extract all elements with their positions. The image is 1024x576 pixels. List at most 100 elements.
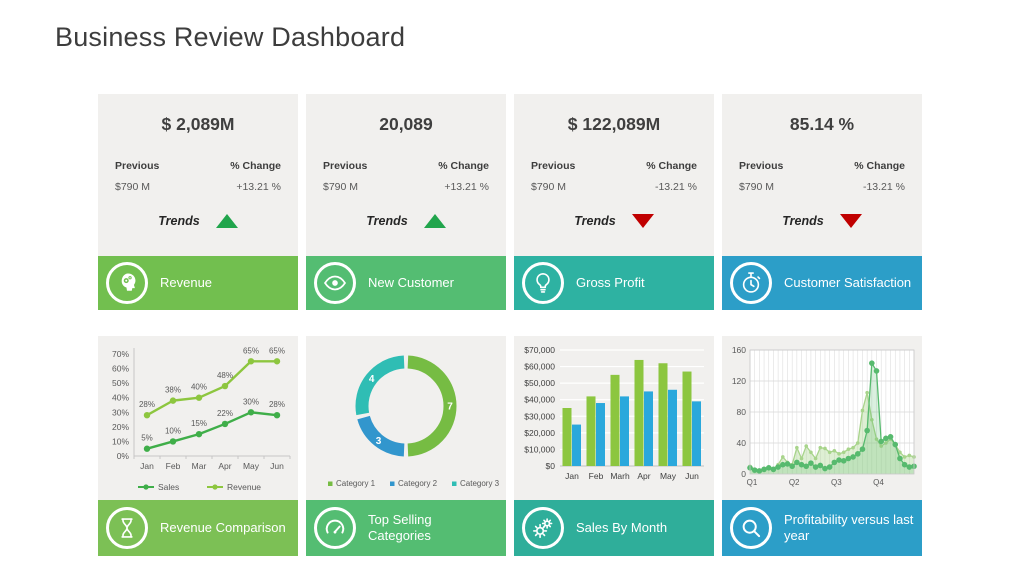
svg-text:Q1: Q1 xyxy=(747,478,758,487)
svg-text:10%: 10% xyxy=(112,436,129,446)
sales-by-month-chart: $0 $10,000 $20,000 $30,000 $40,000 $50,000 $60… xyxy=(524,345,704,481)
chart-card-profitability: 0 40 80 120 160 Q1 Q2 Q3 Q4 Profitability versus… xyxy=(722,336,922,556)
kpi-row: $ 2,089M Previous $790 M % Change +13.21… xyxy=(98,94,922,310)
previous-value: $790 M xyxy=(115,181,151,193)
svg-text:22%: 22% xyxy=(217,409,233,418)
kpi-footer-new-customer: New Customer xyxy=(306,256,506,310)
svg-text:65%: 65% xyxy=(243,346,259,355)
chart-footer-label: Revenue Comparison xyxy=(160,519,286,535)
change-value: +13.21 % xyxy=(236,181,281,193)
svg-text:0%: 0% xyxy=(117,451,130,461)
kpi-footer-revenue: Revenue xyxy=(98,256,298,310)
kpi-body: $ 122,089M Previous $790 M % Change -13.… xyxy=(514,94,714,256)
svg-text:65%: 65% xyxy=(269,346,285,355)
svg-text:$10,000: $10,000 xyxy=(524,444,555,454)
kpi-card-new-customer: 20,089 Previous $790 M % Change +13.21 %… xyxy=(306,94,506,310)
chart-footer-profitability: Profitability versus last year xyxy=(722,500,922,556)
previous-label: Previous xyxy=(115,160,160,172)
change-value: +13.21 % xyxy=(444,181,489,193)
svg-text:38%: 38% xyxy=(165,386,181,395)
profitability-chart: 0 40 80 120 160 Q1 Q2 Q3 Q4 xyxy=(732,345,917,487)
chart-footer-revenue-comparison: Revenue Comparison xyxy=(98,500,298,556)
svg-text:Jun: Jun xyxy=(685,471,699,481)
svg-text:$30,000: $30,000 xyxy=(524,411,555,421)
kpi-footer-label: Gross Profit xyxy=(576,274,645,290)
kpi-card-gross-profit: $ 122,089M Previous $790 M % Change -13.… xyxy=(514,94,714,310)
kpi-value: 20,089 xyxy=(379,114,433,134)
svg-text:3: 3 xyxy=(376,436,382,447)
svg-text:30%: 30% xyxy=(243,397,259,406)
chart-card-revenue-comparison: 0% 10% 20% 30% 40% 50% 60% 70% Jan Feb Mar Apr May Ju… xyxy=(98,336,298,556)
previous-value: $790 M xyxy=(739,181,775,193)
svg-text:Category 2: Category 2 xyxy=(398,479,438,488)
kpi-footer-label: Revenue xyxy=(160,274,213,290)
svg-text:$50,000: $50,000 xyxy=(524,378,555,388)
svg-text:4: 4 xyxy=(369,374,375,385)
change-label: % Change xyxy=(854,160,905,172)
svg-text:$70,000: $70,000 xyxy=(524,345,555,355)
svg-text:0: 0 xyxy=(741,469,746,479)
svg-text:May: May xyxy=(243,461,260,471)
trends-label: Trends xyxy=(574,214,616,228)
eye-icon xyxy=(314,262,356,304)
svg-text:$0: $0 xyxy=(546,461,556,471)
chart-footer-label: Profitability versus last year xyxy=(784,511,914,543)
change-value: -13.21 % xyxy=(862,181,905,193)
kpi-value: $ 122,089M xyxy=(567,114,661,134)
svg-text:Feb: Feb xyxy=(166,461,181,471)
svg-text:Jan: Jan xyxy=(565,471,579,481)
svg-text:10%: 10% xyxy=(165,426,181,435)
hourglass-icon xyxy=(106,507,148,549)
svg-text:Q2: Q2 xyxy=(789,478,800,487)
svg-text:Sales: Sales xyxy=(158,482,179,492)
previous-value: $790 M xyxy=(531,181,567,193)
chart-card-sales-by-month: $0 $10,000 $20,000 $30,000 $40,000 $50,000 $60… xyxy=(514,336,714,556)
stopwatch-icon xyxy=(730,262,772,304)
svg-text:70%: 70% xyxy=(112,349,129,359)
svg-text:Q4: Q4 xyxy=(873,478,884,487)
trends-label: Trends xyxy=(782,214,824,228)
svg-text:$60,000: $60,000 xyxy=(524,362,555,372)
svg-text:28%: 28% xyxy=(269,400,285,409)
kpi-body: 85.14 % Previous $790 M % Change -13.21 … xyxy=(722,94,922,256)
kpi-footer-label: New Customer xyxy=(368,274,454,290)
trends-label: Trends xyxy=(158,214,200,228)
svg-text:Jan: Jan xyxy=(140,461,154,471)
trend-arrow-icon xyxy=(215,214,238,228)
kpi-footer-gross-profit: Gross Profit xyxy=(514,256,714,310)
svg-text:5%: 5% xyxy=(141,434,153,443)
kpi-body: $ 2,089M Previous $790 M % Change +13.21… xyxy=(98,94,298,256)
previous-label: Previous xyxy=(531,160,576,172)
svg-text:May: May xyxy=(660,471,677,481)
kpi-card-revenue: $ 2,089M Previous $790 M % Change +13.21… xyxy=(98,94,298,310)
magnifier-icon xyxy=(730,507,772,549)
svg-text:80: 80 xyxy=(737,407,747,417)
kpi-card-customer-satisfaction: 85.14 % Previous $790 M % Change -13.21 … xyxy=(722,94,922,310)
idea-head-icon xyxy=(106,262,148,304)
gauge-icon xyxy=(314,507,356,549)
svg-text:Apr: Apr xyxy=(637,471,650,481)
svg-text:Revenue: Revenue xyxy=(227,482,261,492)
trends-label: Trends xyxy=(366,214,408,228)
kpi-value: 85.14 % xyxy=(789,114,855,134)
svg-text:40%: 40% xyxy=(191,383,207,392)
svg-text:160: 160 xyxy=(732,345,746,355)
trend-arrow-icon xyxy=(839,214,862,228)
change-value: -13.21 % xyxy=(654,181,697,193)
kpi-footer-label: Customer Satisfaction xyxy=(784,274,912,290)
svg-text:120: 120 xyxy=(732,376,746,386)
svg-text:Marh: Marh xyxy=(610,471,630,481)
svg-text:$20,000: $20,000 xyxy=(524,428,555,438)
svg-text:Mar: Mar xyxy=(192,461,207,471)
previous-label: Previous xyxy=(323,160,368,172)
svg-text:15%: 15% xyxy=(191,419,207,428)
svg-text:50%: 50% xyxy=(112,378,129,388)
kpi-body: 20,089 Previous $790 M % Change +13.21 %… xyxy=(306,94,506,256)
svg-text:48%: 48% xyxy=(217,371,233,380)
gears-icon xyxy=(522,507,564,549)
revenue-comparison-chart: 0% 10% 20% 30% 40% 50% 60% 70% Jan Feb Mar Apr May Ju… xyxy=(112,346,291,492)
chart-footer-label: Sales By Month xyxy=(576,519,668,535)
svg-text:Feb: Feb xyxy=(589,471,604,481)
svg-text:$40,000: $40,000 xyxy=(524,395,555,405)
page-title: Business Review Dashboard xyxy=(55,22,406,52)
